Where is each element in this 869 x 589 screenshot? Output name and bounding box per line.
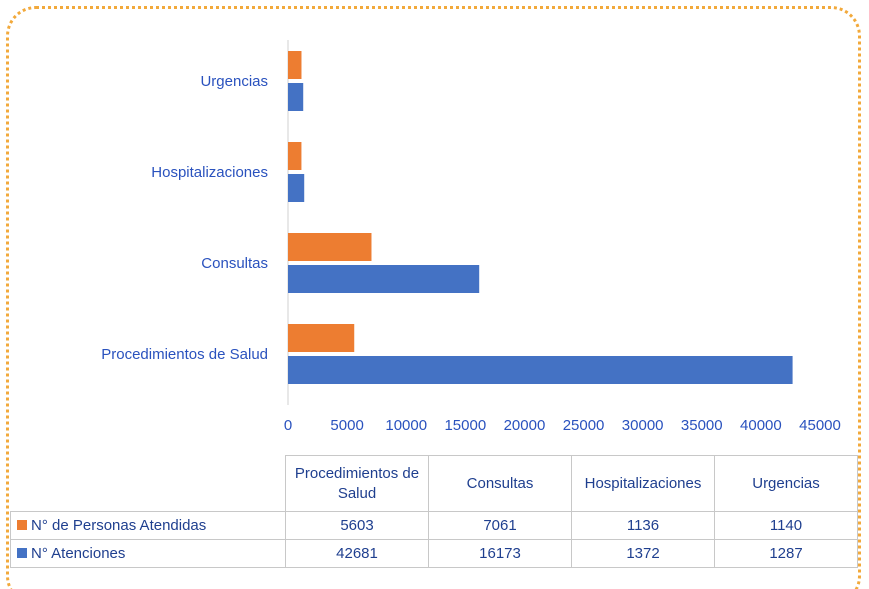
x-tick-label: 0 xyxy=(284,417,292,434)
legend-swatch xyxy=(17,520,27,530)
legend-label: N° Atenciones xyxy=(31,545,126,562)
bar xyxy=(288,174,305,202)
x-tick-label: 15000 xyxy=(444,417,486,434)
bar xyxy=(288,83,304,111)
table-header: Hospitalizaciones xyxy=(571,455,715,512)
table-value: 42681 xyxy=(285,539,429,568)
bar xyxy=(288,233,372,261)
table-value: 1136 xyxy=(571,511,715,540)
table-row: N° Atenciones 42681 16173 1372 1287 xyxy=(10,539,858,568)
y-tick-label: Procedimientos de Salud xyxy=(101,346,268,363)
table-value: 5603 xyxy=(285,511,429,540)
table-corner xyxy=(11,456,286,512)
legend-entry: N° Atenciones xyxy=(10,539,286,568)
legend-label: N° de Personas Atendidas xyxy=(31,517,207,534)
table-row: N° de Personas Atendidas 5603 7061 1136 1140 xyxy=(10,511,858,540)
bar xyxy=(288,324,355,352)
table-value: 16173 xyxy=(428,539,572,568)
y-tick-label: Consultas xyxy=(201,255,268,272)
x-tick-label: 45000 xyxy=(799,417,841,434)
x-tick-label: 30000 xyxy=(622,417,664,434)
table-value: 1372 xyxy=(571,539,715,568)
x-tick-label: 20000 xyxy=(504,417,546,434)
table-value: 1287 xyxy=(714,539,858,568)
dotted-frame xyxy=(6,6,861,589)
table-header: Urgencias xyxy=(714,455,858,512)
x-tick-label: 10000 xyxy=(385,417,427,434)
y-tick-label: Urgencias xyxy=(200,73,268,90)
bar xyxy=(288,265,480,293)
x-tick-label: 5000 xyxy=(330,417,363,434)
x-tick-label: 25000 xyxy=(563,417,605,434)
bar xyxy=(288,142,302,170)
legend-entry: N° de Personas Atendidas xyxy=(10,511,286,540)
bar xyxy=(288,51,302,79)
data-table: Procedimientos de Salud Consultas Hospital… xyxy=(10,455,858,568)
table-value: 1140 xyxy=(714,511,858,540)
table-header: Procedimientos de Salud xyxy=(285,455,429,512)
table-value: 7061 xyxy=(428,511,572,540)
y-tick-label: Hospitalizaciones xyxy=(151,164,268,181)
legend-swatch xyxy=(17,548,27,558)
x-tick-label: 40000 xyxy=(740,417,782,434)
bar xyxy=(288,356,793,384)
table-header-row: Procedimientos de Salud Consultas Hospital… xyxy=(11,455,858,512)
table-header: Consultas xyxy=(428,455,572,512)
x-tick-label: 35000 xyxy=(681,417,723,434)
